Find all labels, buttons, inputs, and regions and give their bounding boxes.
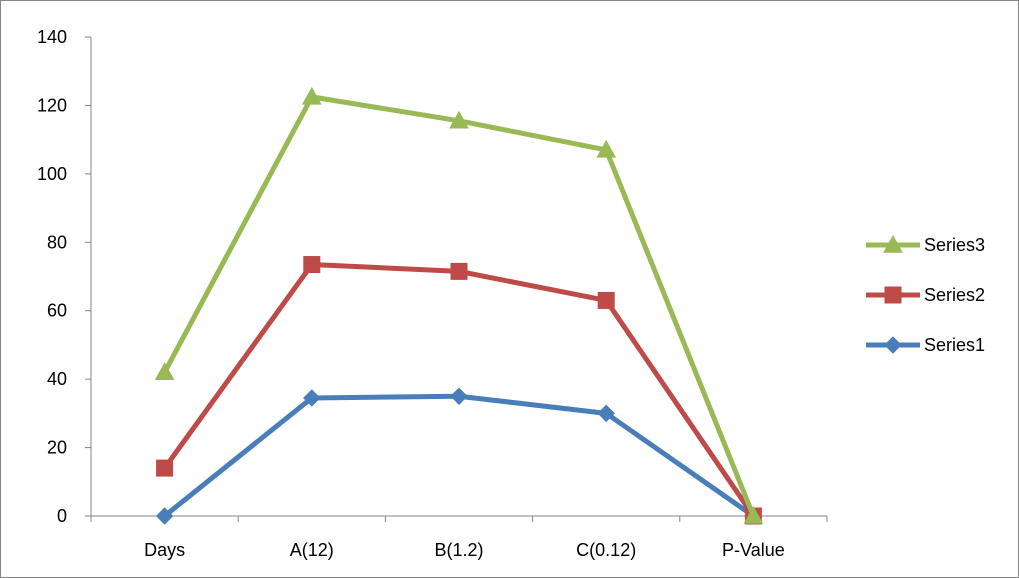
legend-label: Series1 bbox=[924, 335, 985, 355]
data-point bbox=[450, 387, 468, 405]
legend: Series3 Series2 Series1 bbox=[866, 234, 985, 355]
data-point bbox=[449, 110, 469, 129]
data-point bbox=[450, 262, 468, 280]
legend-marker bbox=[884, 286, 902, 304]
series-series1 bbox=[155, 387, 763, 525]
x-tick-label: A(12) bbox=[290, 540, 334, 560]
x-tick-label: Days bbox=[144, 540, 185, 560]
legend-item-series1: Series1 bbox=[866, 335, 985, 355]
y-tick-label: 60 bbox=[47, 301, 67, 321]
y-tick-label: 40 bbox=[47, 369, 67, 389]
legend-label: Series2 bbox=[924, 285, 985, 305]
y-tick-label: 80 bbox=[47, 232, 67, 252]
legend-marker bbox=[884, 336, 902, 354]
data-point bbox=[303, 389, 321, 407]
data-point bbox=[301, 86, 322, 105]
data-point bbox=[156, 459, 174, 477]
series-line bbox=[162, 393, 756, 519]
y-tick-label: 120 bbox=[37, 95, 67, 115]
legend-marker bbox=[883, 234, 903, 253]
data-point bbox=[597, 404, 615, 423]
y-tick-label: 20 bbox=[47, 438, 67, 458]
data-point bbox=[743, 505, 764, 524]
y-tick-label: 0 bbox=[57, 506, 67, 526]
legend-item-series3: Series3 bbox=[866, 234, 985, 255]
series-layer bbox=[154, 86, 764, 525]
x-tick-label: P-Value bbox=[722, 540, 785, 560]
legend-label: Series3 bbox=[924, 235, 985, 255]
legend-item-series2: Series2 bbox=[866, 285, 985, 305]
y-tick-label: 100 bbox=[37, 164, 67, 184]
x-tick-label: B(1.2) bbox=[434, 540, 483, 560]
data-point bbox=[597, 291, 615, 309]
data-point bbox=[303, 256, 321, 274]
series-series2 bbox=[156, 256, 762, 525]
series-series3 bbox=[154, 86, 764, 524]
data-point bbox=[154, 362, 175, 380]
data-point bbox=[155, 507, 174, 525]
axes: 0 20 40 60 80 100 120 140 Days A(12) B(1.2) C(0.12)… bbox=[37, 27, 828, 560]
data-point bbox=[596, 139, 617, 158]
x-tick-label: C(0.12) bbox=[576, 540, 636, 560]
y-tick-label: 140 bbox=[37, 27, 67, 47]
